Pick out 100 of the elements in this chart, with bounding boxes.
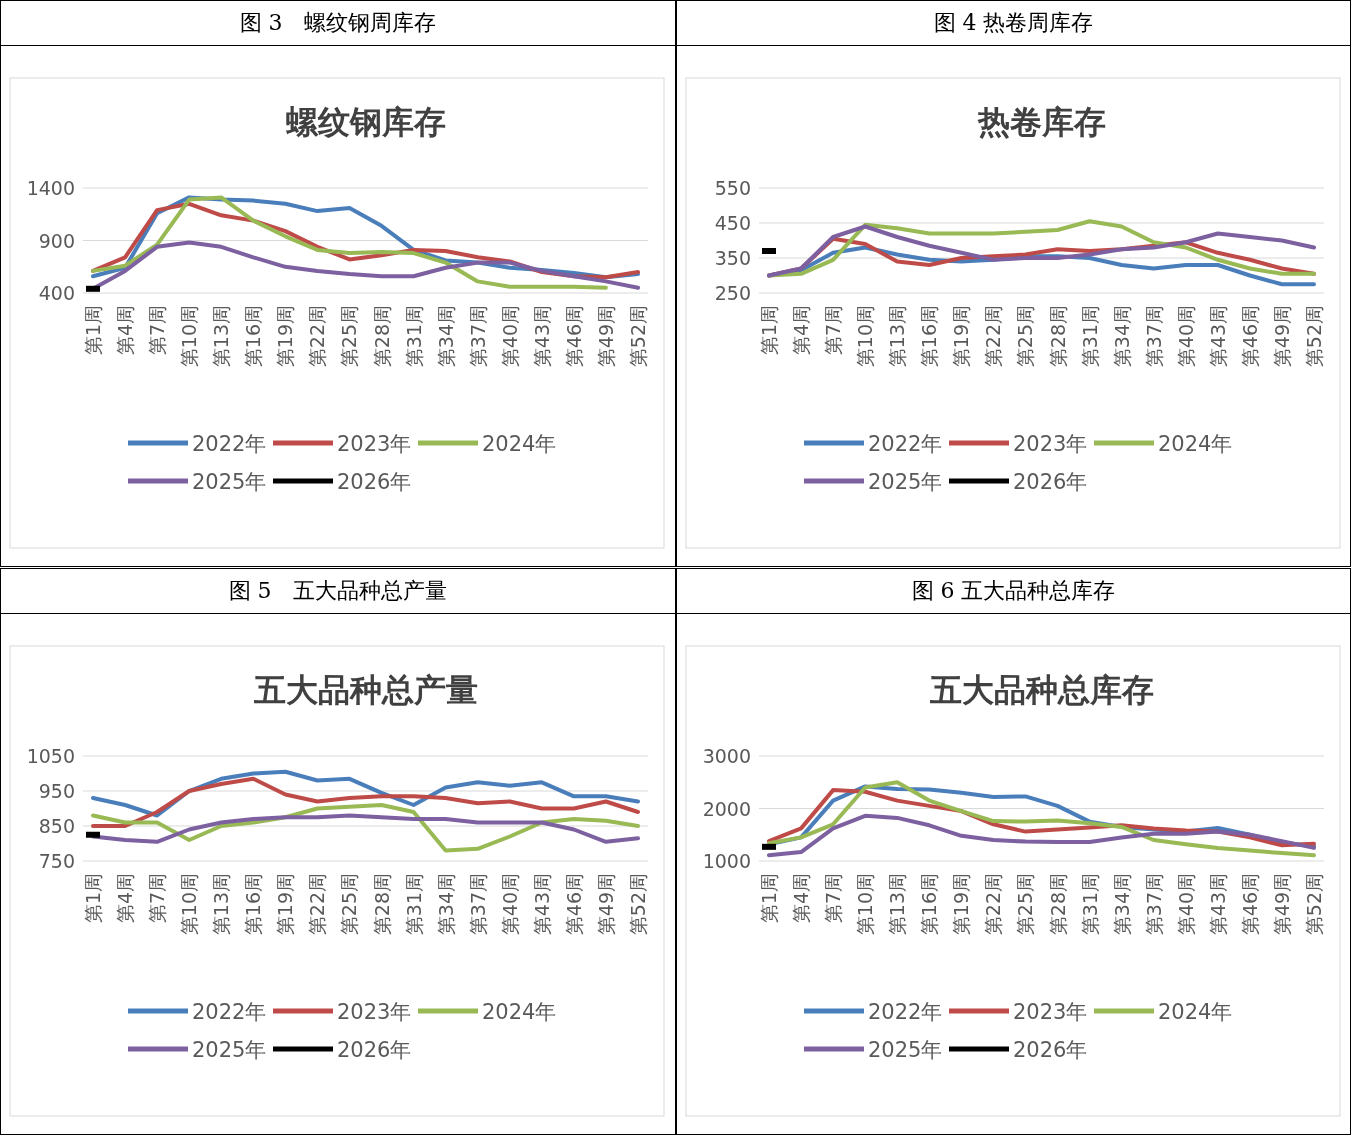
y-tick-label: 1400: [26, 177, 75, 199]
legend-label: 2023年: [337, 432, 412, 456]
x-tick-label: 第31周: [1078, 305, 1101, 368]
x-tick-label: 第4周: [789, 872, 812, 923]
x-tick-label: 第31周: [402, 872, 425, 935]
y-tick-label: 850: [38, 814, 75, 837]
x-tick-label: 第10周: [178, 872, 201, 935]
x-tick-label: 第40周: [498, 305, 521, 368]
y-tick-label: 1050: [26, 744, 75, 767]
x-tick-label: 第34周: [434, 872, 457, 935]
x-tick-label: 第28周: [1046, 305, 1069, 368]
x-tick-label: 第46周: [562, 305, 585, 368]
y-tick-label: 2000: [702, 797, 751, 819]
legend-label: 2025年: [192, 470, 267, 494]
x-tick-label: 第25周: [1013, 872, 1036, 935]
x-tick-label: 第7周: [146, 872, 169, 923]
y-tick-label: 3000: [702, 744, 751, 767]
chart-subtitle: 五大品种总产量: [252, 670, 478, 709]
x-tick-label: 第10周: [853, 872, 876, 935]
x-tick-label: 第34周: [434, 305, 457, 368]
x-tick-label: 第37周: [1142, 872, 1165, 935]
x-tick-label: 第46周: [1238, 305, 1261, 368]
x-tick-label: 第1周: [82, 872, 104, 923]
legend-label: 2026年: [337, 1037, 412, 1062]
chart-subtitle: 五大品种总库存: [928, 670, 1153, 709]
x-tick-label: 第25周: [1013, 305, 1036, 368]
x-tick-label: 第19周: [949, 305, 972, 368]
x-tick-label: 第19周: [949, 872, 972, 935]
x-tick-label: 第40周: [1174, 305, 1197, 368]
x-tick-label: 第31周: [402, 305, 425, 368]
x-tick-label: 第46周: [562, 872, 585, 935]
x-tick-label: 第10周: [178, 305, 201, 368]
legend-label: 2025年: [867, 470, 942, 494]
x-tick-label: 第7周: [821, 872, 844, 923]
x-tick-label: 第4周: [114, 872, 137, 923]
y-tick-label: 350: [714, 247, 751, 269]
chart-title: 图 5 五大品种总产量: [1, 568, 675, 614]
legend-label: 2026年: [1012, 1037, 1087, 1062]
chart-title: 图 3 螺纹钢周库存: [1, 1, 675, 46]
x-tick-label: 第10周: [853, 305, 876, 368]
y-tick-label: 1000: [702, 849, 751, 872]
x-tick-label: 第22周: [306, 305, 329, 368]
x-tick-label: 第52周: [627, 305, 649, 368]
chart-subtitle: 热卷库存: [976, 103, 1105, 141]
x-tick-label: 第19周: [274, 305, 297, 368]
x-tick-label: 第28周: [1046, 872, 1069, 935]
y-tick-label: 550: [714, 177, 751, 199]
x-tick-label: 第28周: [370, 872, 393, 935]
x-tick-label: 第22周: [981, 305, 1004, 368]
x-tick-label: 第1周: [757, 305, 780, 356]
x-tick-label: 第16周: [917, 305, 940, 368]
x-tick-label: 第43周: [530, 305, 553, 368]
x-tick-label: 第40周: [498, 872, 521, 935]
x-tick-label: 第28周: [370, 305, 393, 368]
chart-title: 图 6 五大品种总库存: [677, 568, 1350, 614]
x-tick-label: 第52周: [1302, 305, 1325, 368]
y-tick-label: 950: [38, 779, 75, 802]
legend-label: 2024年: [1157, 999, 1232, 1024]
x-tick-label: 第49周: [594, 872, 617, 935]
legend-label: 2026年: [337, 470, 412, 494]
x-tick-label: 第43周: [1206, 872, 1229, 935]
x-tick-label: 第37周: [466, 872, 489, 935]
x-tick-label: 第37周: [1142, 305, 1165, 368]
legend-label: 2022年: [192, 999, 267, 1024]
legend-label: 2025年: [867, 1037, 942, 1062]
x-tick-label: 第31周: [1078, 872, 1101, 935]
x-tick-label: 第13周: [210, 305, 233, 368]
x-tick-label: 第1周: [82, 305, 104, 356]
x-tick-label: 第4周: [114, 305, 137, 356]
x-tick-label: 第34周: [1110, 305, 1133, 368]
x-tick-label: 第19周: [274, 872, 297, 935]
x-tick-label: 第16周: [242, 872, 265, 935]
x-tick-label: 第49周: [1270, 872, 1293, 935]
legend-label: 2026年: [1012, 470, 1087, 494]
x-tick-label: 第7周: [146, 305, 169, 356]
x-tick-label: 第13周: [210, 872, 233, 935]
x-tick-label: 第25周: [338, 305, 361, 368]
x-tick-label: 第13周: [885, 872, 908, 935]
x-tick-label: 第1周: [757, 872, 780, 923]
y-tick-label: 450: [714, 212, 751, 234]
x-tick-label: 第7周: [821, 305, 844, 356]
x-tick-label: 第52周: [627, 872, 649, 935]
x-tick-label: 第43周: [530, 872, 553, 935]
legend-label: 2024年: [1157, 432, 1232, 456]
x-tick-label: 第22周: [981, 872, 1004, 935]
x-tick-label: 第34周: [1110, 872, 1133, 935]
chart-title: 图 4 热卷周库存: [677, 1, 1350, 46]
legend-label: 2022年: [867, 999, 942, 1024]
y-tick-label: 250: [714, 282, 751, 304]
x-tick-label: 第49周: [1270, 305, 1293, 368]
chart-subtitle: 螺纹钢库存: [284, 103, 446, 141]
legend-label: 2024年: [482, 999, 557, 1024]
legend-label: 2022年: [867, 432, 942, 456]
x-tick-label: 第43周: [1206, 305, 1229, 368]
x-tick-label: 第37周: [466, 305, 489, 368]
x-tick-label: 第13周: [885, 305, 908, 368]
x-tick-label: 第40周: [1174, 872, 1197, 935]
x-tick-label: 第4周: [789, 305, 812, 356]
x-tick-label: 第52周: [1302, 872, 1325, 935]
y-tick-label: 400: [38, 282, 75, 304]
